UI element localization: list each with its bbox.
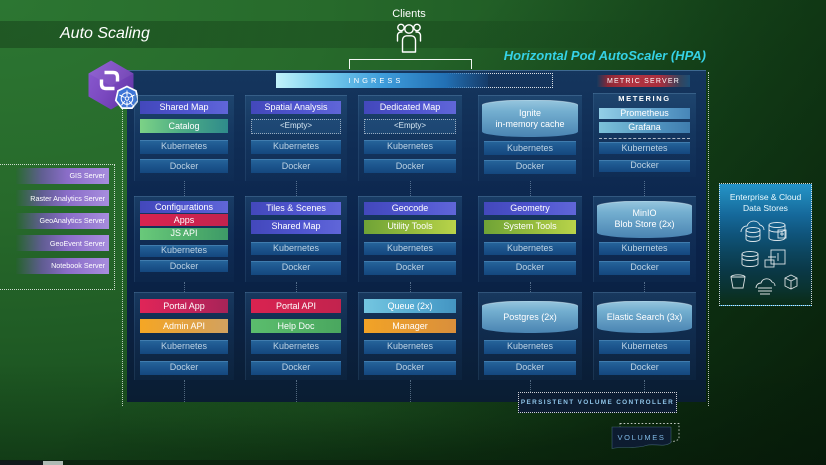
svg-text:VOLUMES: VOLUMES (618, 433, 666, 442)
